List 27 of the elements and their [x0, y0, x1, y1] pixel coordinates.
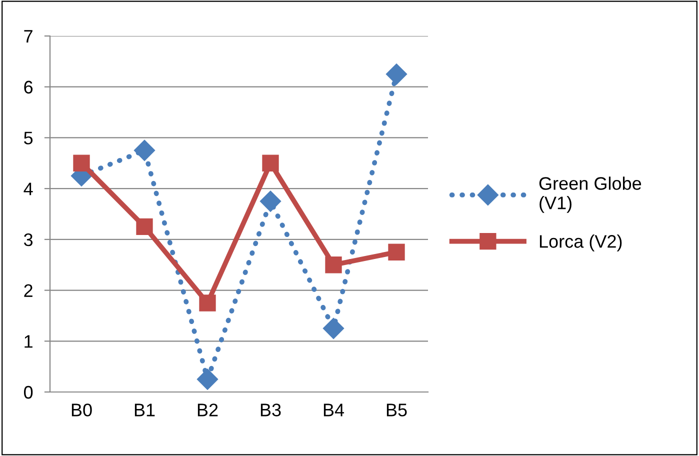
- point: [196, 368, 218, 390]
- point: [199, 294, 216, 312]
- point: [386, 64, 408, 85]
- point: [325, 256, 342, 274]
- y-tick-label: 1: [24, 335, 32, 348]
- y-tick-label: 2: [24, 284, 32, 297]
- point: [262, 154, 279, 172]
- y-tick-label: 5: [24, 132, 33, 144]
- x-tick-label: B0: [72, 404, 92, 416]
- y-tick-label: 6: [24, 80, 33, 94]
- x-tick-label: B4: [324, 404, 344, 416]
- x-tick-label: B1: [134, 404, 155, 416]
- point: [136, 218, 153, 236]
- point: [73, 154, 90, 172]
- point: [322, 318, 344, 339]
- y-tick-label: 3: [24, 233, 33, 246]
- point: [134, 140, 156, 161]
- x-tick-label: B2: [198, 404, 218, 416]
- legend-label: Lorca (V2): [540, 234, 622, 252]
- point: [388, 244, 405, 260]
- y-tick-label: 7: [24, 30, 32, 43]
- point: [260, 190, 282, 212]
- y-tick-label: 0: [24, 386, 33, 399]
- y-tick-label: 4: [24, 182, 33, 196]
- x-tick-label: B5: [386, 404, 407, 416]
- legend-label: Green Globe (V1): [539, 176, 642, 213]
- x-tick-label: B3: [260, 404, 281, 416]
